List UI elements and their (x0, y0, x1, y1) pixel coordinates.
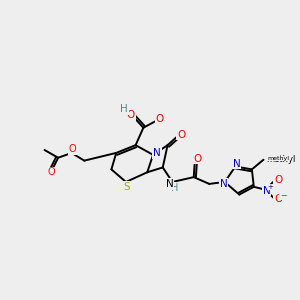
Text: O: O (274, 194, 282, 204)
Text: O: O (177, 130, 185, 140)
Text: N: N (232, 159, 240, 169)
Text: O: O (194, 154, 202, 164)
Text: N: N (220, 179, 228, 189)
Text: O: O (156, 114, 164, 124)
Text: H: H (120, 104, 128, 114)
Text: +: + (267, 184, 273, 190)
Text: N: N (262, 186, 270, 196)
Text: −: − (280, 191, 286, 200)
Text: methyl: methyl (267, 156, 290, 161)
Text: O: O (69, 144, 76, 154)
Text: O: O (274, 175, 282, 185)
Text: H: H (171, 183, 178, 193)
Text: N: N (153, 148, 161, 158)
Text: O: O (127, 110, 135, 120)
Text: methyl: methyl (266, 155, 296, 164)
Text: S: S (124, 182, 130, 192)
Text: O: O (47, 167, 55, 177)
Text: N: N (166, 179, 173, 189)
